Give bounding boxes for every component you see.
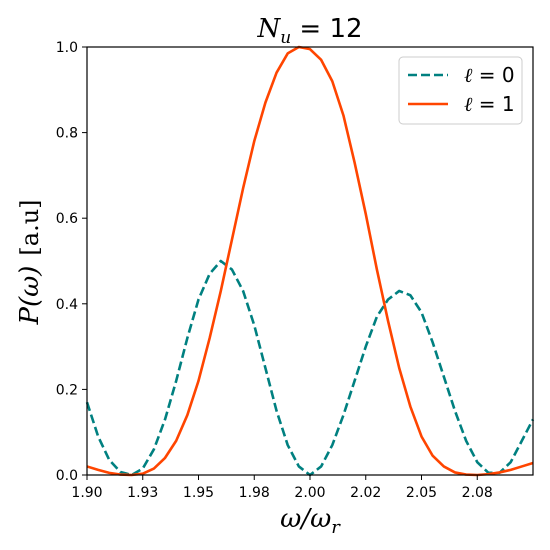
y-tick-label: 0.0 [56,468,78,484]
x-tick-label: 1.93 [127,485,158,501]
y-tick-label: 0.4 [56,297,78,313]
x-tick-label: 2.02 [350,485,381,501]
x-tick-label: 2.08 [462,485,493,501]
series-line-1 [86,45,534,477]
legend-label-series-0: ℓ = 0 [464,63,515,87]
ticks-layer: 1.90 1.93 1.95 1.98 2.00 2.02 2.05 2.08 0.0 0.2 0.… [56,40,493,501]
y-tick-label: 0.2 [56,382,78,398]
x-tick-label: 1.90 [71,485,102,501]
y-axis-label: P(ω)[a.u] [15,199,45,325]
y-tick-label: 0.6 [56,211,78,227]
chart-title: Nu = 12 [256,14,362,48]
y-tick-label: 1.0 [56,40,78,56]
legend: ℓ = 0 ℓ = 1 [398,56,523,125]
series-line-0 [85,259,535,477]
x-tick-label: 2.00 [294,485,325,501]
legend-label-series-1: ℓ = 1 [464,92,515,116]
y-tick-label: 0.8 [56,126,78,142]
x-tick-label: 1.95 [183,485,214,501]
x-axis-label: ω/ωr [280,504,341,538]
x-tick-label: 1.98 [239,485,270,501]
x-tick-label: 2.05 [406,485,437,501]
